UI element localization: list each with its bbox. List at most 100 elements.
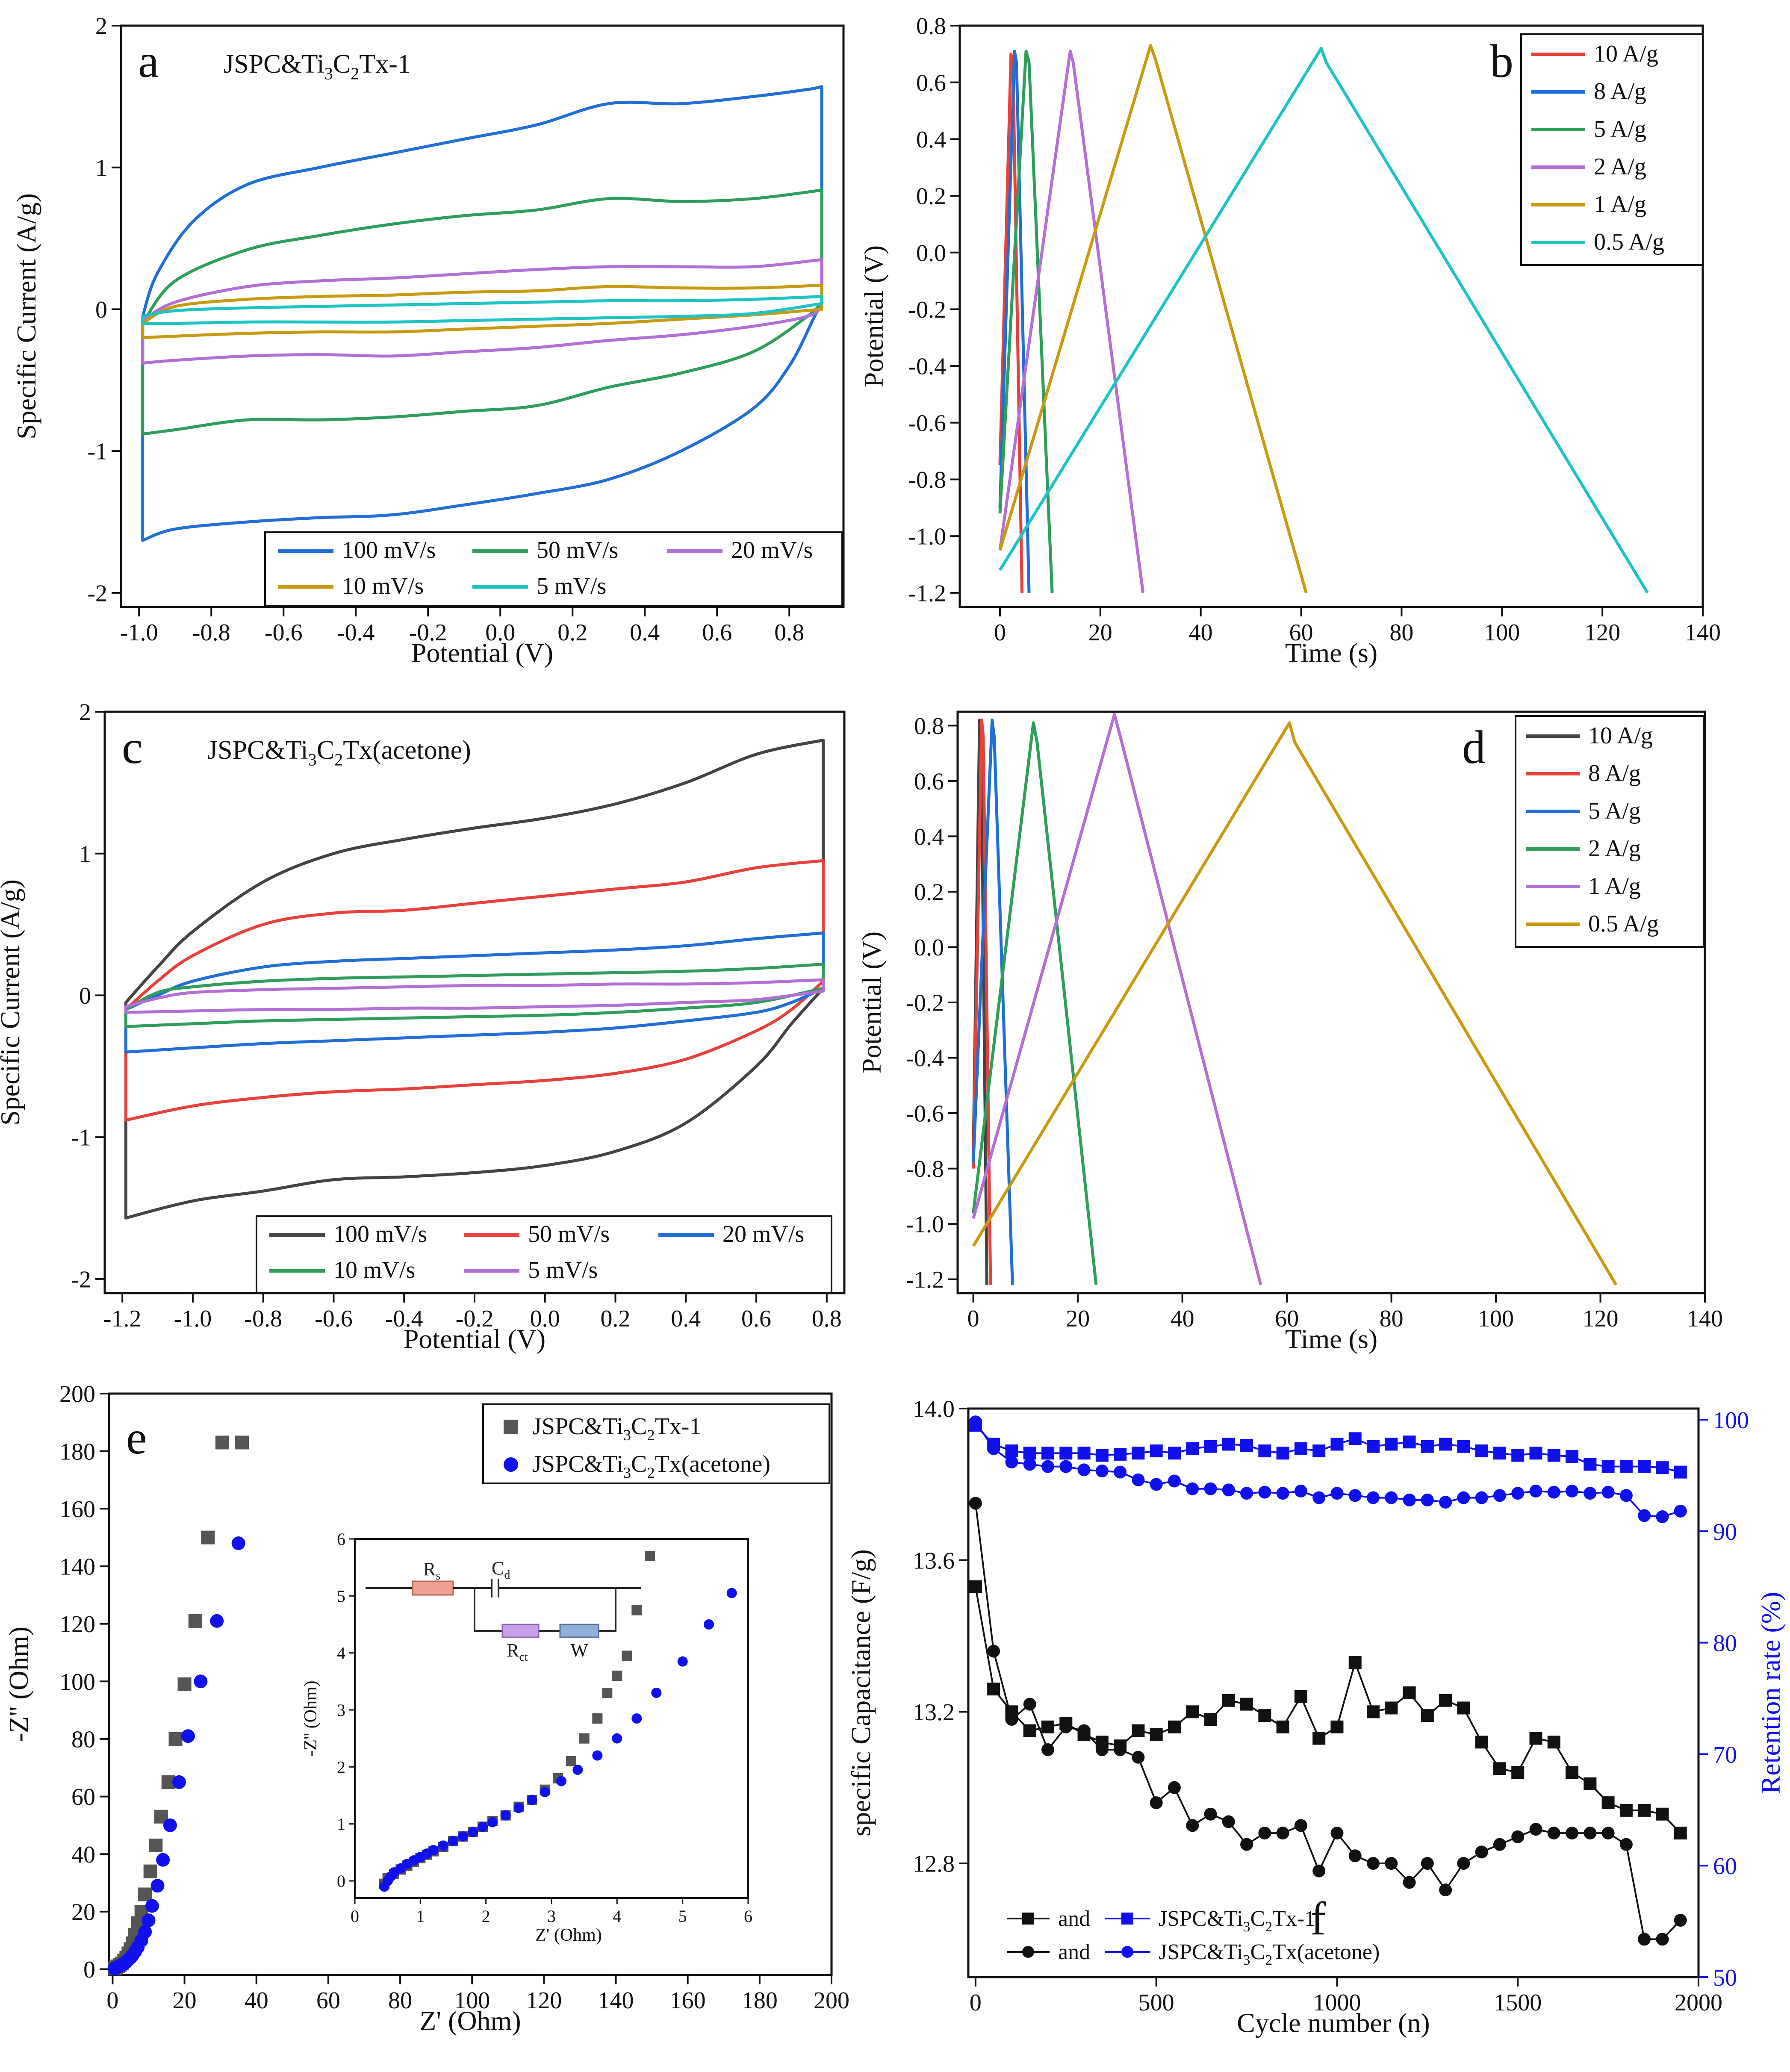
cycle-point — [1457, 1857, 1470, 1870]
cycle-point — [1348, 1849, 1362, 1863]
inset-y-axis-label: -Z'' (Ohm) — [301, 1680, 321, 1756]
y-tick-label: -2 — [71, 1266, 91, 1293]
y-tick-label: -2 — [87, 580, 107, 607]
cycle-point — [1150, 1728, 1163, 1741]
cycle-point — [1493, 1489, 1506, 1502]
legend-label: 5 mV/s — [537, 573, 606, 599]
panel-b: 0 20 40 60 80 100 120 140 -1.2 -1.0 -0.8 -0.6 -0.4 -0… — [858, 13, 1721, 668]
inset-x-tick-label: 3 — [547, 1907, 556, 1926]
inset-point — [556, 1776, 566, 1786]
legend-label: 10 A/g — [1594, 41, 1658, 67]
cv-curve-3 — [124, 962, 825, 1028]
x-tick-label: -0.6 — [315, 1306, 353, 1332]
cv-curve-0 — [141, 85, 823, 542]
cycle-point — [1457, 1491, 1470, 1504]
y-tick-label: 100 — [59, 1669, 95, 1695]
legend: and JSPC&Ti3C2Tx-1 and JSPC&Ti3C2Tx(acetone… — [1007, 1907, 1380, 1968]
panel-title: JSPC&Ti3C2Tx(acetone) — [207, 736, 471, 769]
cycle-point — [1385, 1701, 1398, 1715]
x-tick-label: 40 — [1171, 1306, 1194, 1332]
inset-point — [631, 1605, 642, 1615]
y-tick-label: -0.4 — [906, 1045, 944, 1072]
cycle-point — [1114, 1743, 1127, 1756]
y-tick-label: -1.0 — [906, 1211, 944, 1238]
cycle-point — [1005, 1444, 1018, 1458]
legend-label: 2 A/g — [1594, 153, 1646, 180]
cycle-point — [1403, 1493, 1416, 1506]
legend-frame — [1515, 715, 1704, 948]
cycle-point — [1150, 1444, 1163, 1458]
x-tick-label: 20 — [1088, 619, 1112, 646]
cycle-point — [1168, 1720, 1181, 1733]
legend-frame — [1520, 33, 1704, 266]
cycle-point — [1258, 1444, 1271, 1458]
panel-label: f — [1310, 1892, 1326, 1945]
gcd-curve-3 — [972, 721, 1098, 1285]
gcd-curve-5 — [972, 721, 1618, 1286]
nyquist-point — [177, 1677, 192, 1691]
cycle-point — [1566, 1450, 1579, 1463]
cycle-point — [1204, 1807, 1217, 1821]
x-tick-label: 140 — [1685, 619, 1721, 646]
cycle-point — [1529, 1823, 1542, 1836]
cycle-point — [1276, 1720, 1289, 1733]
cv-curve-2 — [141, 258, 823, 365]
cycle-point — [1294, 1690, 1307, 1703]
cycle-point — [987, 1645, 1000, 1658]
cycle-point — [1547, 1827, 1560, 1840]
x-tick-label: 0.4 — [630, 619, 660, 646]
cycle-point — [1439, 1496, 1452, 1509]
cycle-point — [1367, 1857, 1380, 1870]
x-axis-label: Time (s) — [1285, 1323, 1377, 1354]
inset-point — [645, 1551, 655, 1561]
cycle-point — [1204, 1482, 1217, 1495]
cycle-point — [1457, 1440, 1470, 1453]
cycle-point — [1511, 1830, 1525, 1843]
cycle-point — [1511, 1449, 1525, 1462]
cycle-point — [1168, 1447, 1181, 1460]
y-axis-label: Potential (V) — [858, 245, 889, 387]
inset-point — [651, 1688, 662, 1698]
cycle-point — [1619, 1804, 1633, 1817]
x-tick-label: 120 — [1583, 1306, 1619, 1332]
cycle-point — [1457, 1701, 1470, 1715]
inset-point — [513, 1803, 524, 1813]
x-tick-label: 140 — [598, 1987, 634, 2014]
inset-point — [677, 1656, 688, 1667]
y-tick-label: 40 — [71, 1842, 95, 1868]
cycle-point — [1041, 1743, 1055, 1756]
cycle-point — [987, 1683, 1000, 1696]
cycle-point — [969, 1415, 982, 1429]
panel-c: -1.2 -1.0 -0.8 -0.6 -0.4 -0.2 0.0 0.2 0.4 0.6 0.8 -… — [0, 699, 846, 1354]
x-tick-label: 0.0 — [530, 1306, 560, 1332]
inset-point — [478, 1821, 488, 1832]
inset-point — [612, 1733, 622, 1744]
cycle-point — [1367, 1491, 1380, 1504]
y-right-axis-label: Retention rate (%) — [1755, 1592, 1786, 1794]
cycle-point — [1240, 1698, 1253, 1711]
inset-y-tick-label: 0 — [337, 1872, 345, 1891]
cycle-line-1 — [974, 1503, 1681, 1940]
cycle-point — [1601, 1485, 1615, 1499]
legend-label: 50 mV/s — [537, 537, 618, 563]
cycle-point — [1638, 1460, 1651, 1473]
nyquist-point — [138, 1887, 152, 1901]
y-tick-label: 0 — [83, 1957, 95, 1983]
inset-point — [602, 1688, 613, 1698]
y-tick-label: 160 — [59, 1496, 95, 1523]
x-tick-label: 0.8 — [812, 1306, 842, 1332]
nyquist-point — [142, 1913, 156, 1928]
legend: 10 A/g 8 A/g 5 A/g 2 A/g 1 A/g 0.5 A/g — [1515, 715, 1704, 948]
y-tick-label: 80 — [71, 1727, 95, 1753]
cycle-point — [1439, 1694, 1452, 1707]
legend-label: 5 mV/s — [528, 1257, 598, 1283]
y-tick-label: -1.2 — [906, 1267, 944, 1293]
legend: 10 A/g 8 A/g 5 A/g 2 A/g 1 A/g 0.5 A/g — [1520, 33, 1704, 266]
legend-label: 20 mV/s — [731, 537, 813, 563]
inset-point — [572, 1765, 583, 1775]
cycle-point — [1330, 1720, 1344, 1733]
x-tick-label: -1.2 — [103, 1306, 142, 1332]
inset-point — [592, 1713, 603, 1724]
inset-point — [612, 1671, 622, 1681]
gcd-curve-2 — [972, 718, 1014, 1285]
